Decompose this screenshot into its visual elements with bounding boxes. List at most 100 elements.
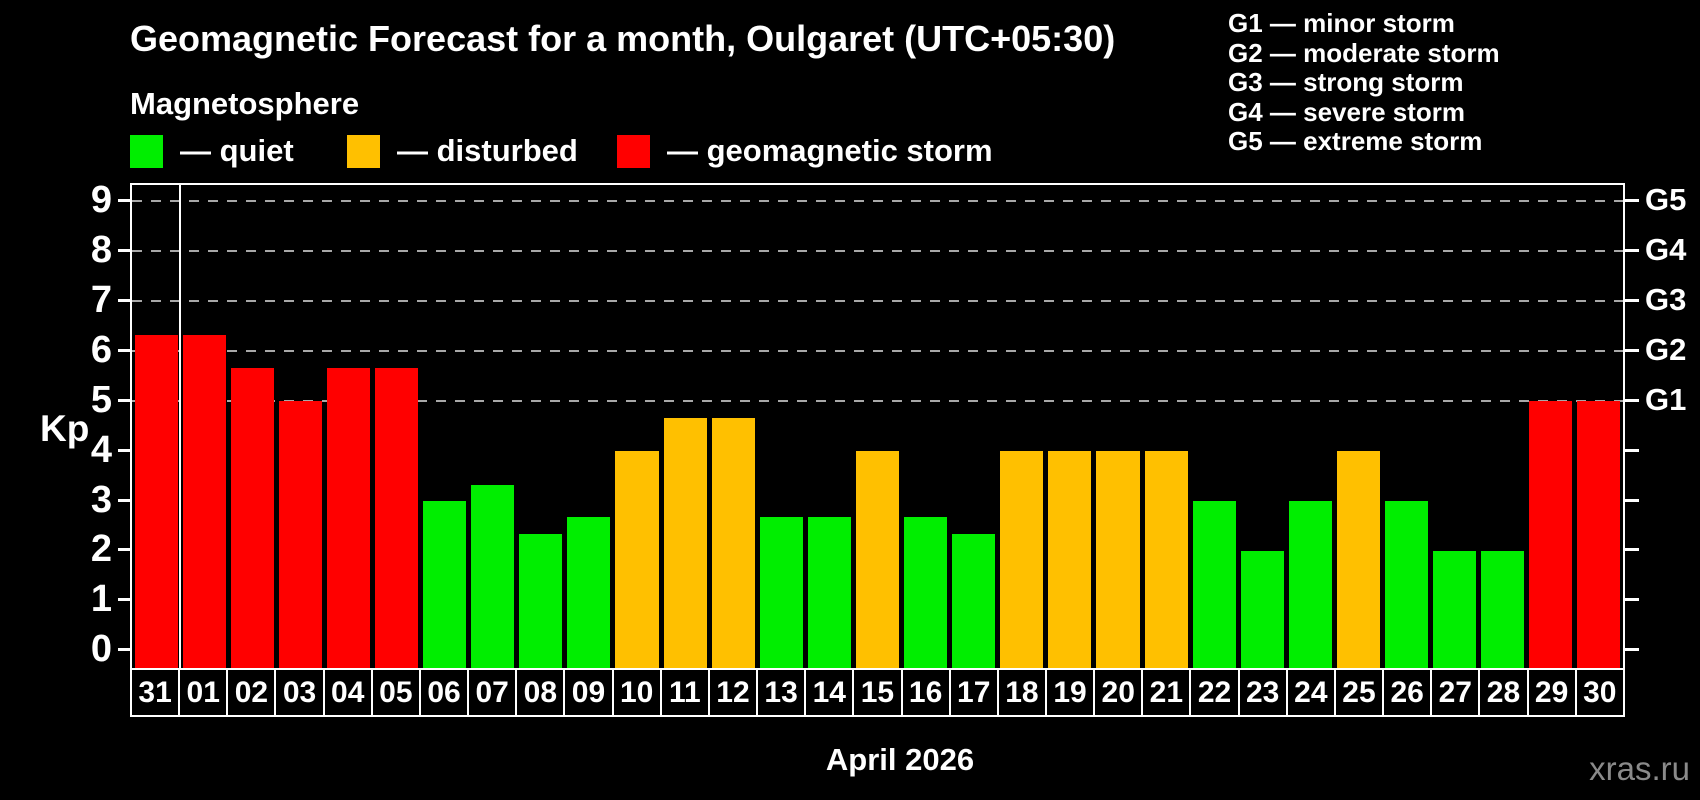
day-label-14: 14 [806, 670, 855, 715]
gridline-kp-7 [132, 300, 1623, 303]
g-scale-line-g4: G4 — severe storm [1228, 96, 1466, 127]
day-label-08: 08 [517, 670, 566, 715]
day-label-13: 13 [758, 670, 807, 715]
gridline-kp-5 [132, 399, 1623, 402]
kp-bar-day-23 [1240, 550, 1284, 668]
day-label-10: 10 [613, 670, 662, 715]
kp-bar-day-25 [1336, 451, 1380, 668]
day-label-17: 17 [950, 670, 999, 715]
day-label-22: 22 [1191, 670, 1240, 715]
day-label-28: 28 [1480, 670, 1529, 715]
y-tick-label-9: 9 [90, 179, 112, 222]
legend-item-disturbed: — disturbed [347, 133, 578, 168]
kp-bar-day-18 [1000, 451, 1044, 668]
gridline-kp-6 [132, 349, 1623, 352]
kp-bar-day-26 [1385, 501, 1429, 668]
left-tick-8 [118, 249, 130, 253]
day-label-30: 30 [1576, 670, 1623, 715]
g-level-label-g2: G2 [1645, 331, 1687, 367]
g-level-label-g5: G5 [1645, 182, 1687, 218]
kp-bar-day-07 [471, 484, 515, 668]
legend-label-quiet: — quiet [180, 133, 294, 168]
day-label-21: 21 [1143, 670, 1192, 715]
legend-label-disturbed: — disturbed [397, 133, 578, 168]
g-scale-line-g5: G5 — extreme storm [1228, 126, 1483, 156]
x-axis-title: April 2026 [825, 742, 975, 777]
right-tick-2 [1625, 548, 1639, 552]
g-level-label-g4: G4 [1645, 232, 1687, 268]
right-tick-3 [1625, 498, 1639, 502]
legend-label-storm: — geomagnetic storm [667, 133, 993, 168]
left-tick-4 [118, 448, 130, 452]
left-tick-3 [118, 498, 130, 502]
g-scale-line-g3: G3 — strong storm [1228, 67, 1464, 97]
quiet-color-swatch [130, 134, 163, 168]
day-label-26: 26 [1384, 670, 1433, 715]
y-tick-label-0: 0 [90, 628, 112, 671]
g-level-label-g1: G1 [1645, 381, 1687, 417]
kp-bar-day-04 [326, 367, 370, 668]
kp-bar-day-12 [711, 417, 755, 668]
kp-bar-day-29 [1529, 401, 1573, 668]
kp-bar-day-28 [1481, 550, 1525, 668]
kp-bar-day-30 [1577, 401, 1621, 668]
kp-bar-day-27 [1433, 550, 1477, 668]
disturbed-color-swatch [347, 134, 380, 168]
kp-bar-day-13 [759, 517, 803, 668]
kp-bar-day-01 [182, 335, 226, 668]
day-label-24: 24 [1287, 670, 1336, 715]
kp-bar-day-03 [278, 401, 322, 668]
day-label-strip: 31 01 02 03 04 05 06 07 08 09 10 11 12 13 14 15 16 17 18 19… [130, 668, 1625, 717]
page-title: Geomagnetic Forecast for a month, Oulgar… [130, 18, 1116, 59]
right-tick-0 [1625, 648, 1639, 652]
kp-bar-day-10 [615, 451, 659, 668]
day-label-07: 07 [469, 670, 518, 715]
g-scale-legend: G1 — minor storm G2 — moderate storm G3 … [1228, 8, 1500, 157]
right-tick-6 [1625, 348, 1639, 352]
y-axis-title-kp: Kp [40, 408, 90, 449]
kp-bar-day-05 [374, 367, 419, 668]
day-label-20: 20 [1095, 670, 1144, 715]
y-tick-label-8: 8 [90, 229, 112, 272]
watermark-xras: xras.ru [1589, 750, 1690, 787]
kp-bar-day-21 [1144, 451, 1188, 668]
subtitle-magnetosphere: Magnetosphere [130, 86, 360, 121]
y-tick-label-4: 4 [90, 428, 112, 471]
day-label-27: 27 [1432, 670, 1481, 715]
kp-bar-day-02 [230, 367, 274, 668]
right-tick-5 [1625, 398, 1639, 402]
day-label-18: 18 [998, 670, 1047, 715]
kp-bar-day-06 [423, 501, 467, 668]
y-tick-label-7: 7 [90, 279, 112, 322]
g-scale-line-g1: G1 — minor storm [1228, 8, 1455, 38]
right-tick-8 [1625, 249, 1639, 253]
kp-bar-day-16 [904, 517, 948, 668]
right-tick-1 [1625, 598, 1639, 602]
day-label-31: 31 [132, 670, 181, 715]
y-tick-label-1: 1 [90, 578, 112, 621]
kp-bar-day-11 [663, 417, 707, 668]
kp-bar-day-17 [952, 534, 996, 668]
kp-bar-day-08 [519, 534, 563, 668]
day-label-03: 03 [276, 670, 325, 715]
kp-bar-day-22 [1192, 501, 1236, 668]
legend-item-storm: — geomagnetic storm [617, 133, 993, 168]
day-label-16: 16 [902, 670, 951, 715]
day-label-15: 15 [854, 670, 903, 715]
kp-bar-day-20 [1096, 451, 1140, 668]
left-tick-2 [118, 548, 130, 552]
left-tick-0 [118, 648, 130, 652]
legend-item-quiet: — quiet [130, 133, 294, 168]
day-label-05: 05 [372, 670, 421, 715]
right-tick-9 [1625, 199, 1639, 203]
kp-bar-day-15 [855, 451, 900, 668]
day-label-29: 29 [1528, 670, 1577, 715]
kp-bar-day-14 [807, 517, 851, 668]
kp-bar-day-24 [1288, 501, 1332, 668]
left-tick-7 [118, 299, 130, 303]
month-boundary-line [179, 185, 182, 668]
plot-area [130, 183, 1625, 668]
y-tick-label-2: 2 [90, 528, 112, 571]
day-label-23: 23 [1239, 670, 1288, 715]
day-label-25: 25 [1335, 670, 1385, 715]
